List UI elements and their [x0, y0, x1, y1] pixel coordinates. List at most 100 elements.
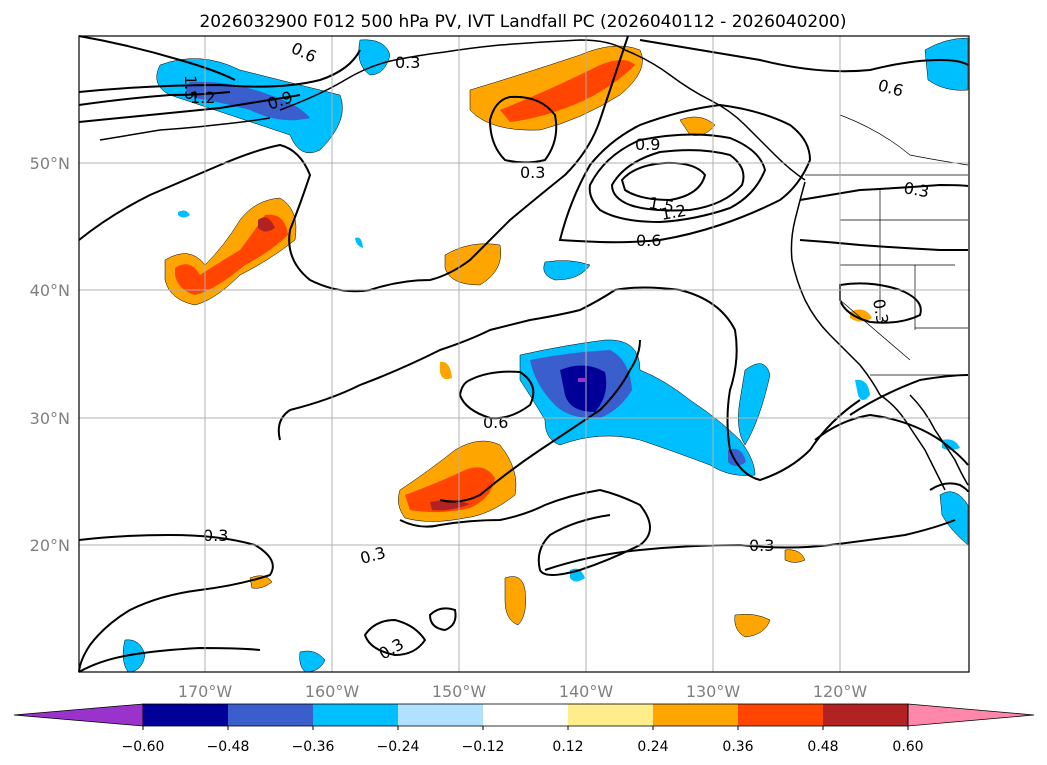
contour-label: 0.3 [520, 163, 545, 182]
colorbar-tick-label: 0.48 [807, 739, 838, 755]
lon-label: 150°W [432, 682, 487, 701]
shading-layer [122, 37, 969, 673]
gridlines [79, 36, 969, 672]
colorbar-segment [738, 704, 823, 726]
colorbar-segment [398, 704, 483, 726]
pos-region-bc [679, 116, 716, 136]
neg-region-sw1 [122, 639, 146, 673]
contour-label: 0.3 [203, 526, 228, 545]
lat-label: 20°N [30, 536, 70, 555]
contour-label: 1.5 [181, 75, 200, 100]
neg-region-gulf-core [186, 81, 310, 121]
contour-center-inner3 [620, 161, 707, 202]
contour-label: 1.2 [190, 88, 215, 107]
coastlines [99, 39, 969, 491]
pos-region-se-lat40 [850, 309, 872, 322]
colorbar-tick-label: 0.60 [892, 739, 923, 755]
contour-central-small [458, 370, 535, 420]
neg-region-small2 [178, 210, 190, 218]
colorbar-segment [143, 704, 228, 726]
neg-region-se-tail [738, 363, 771, 446]
contour-label: 0.3 [395, 53, 420, 72]
contour-east-lower [814, 413, 969, 466]
contour-label: 1.2 [659, 201, 687, 224]
colorbar-tick-label: −0.12 [462, 739, 505, 755]
neg-region-se-dot [728, 448, 746, 466]
coast-baja [879, 394, 946, 491]
contour-center-loop [558, 103, 812, 244]
colorbar-tick-label: 0.36 [722, 739, 753, 755]
lon-label: 160°W [305, 682, 360, 701]
colorbar-tick-label: 0.12 [552, 739, 583, 755]
lat-label: 50°N [30, 154, 70, 173]
contour-center-inner2 [610, 149, 745, 212]
contour-nw-lower [78, 94, 301, 123]
contour-east-upper [799, 183, 969, 201]
neg-region-small4 [855, 379, 870, 400]
coast-aleutians [99, 117, 271, 141]
colorbar-tick-label: 0.24 [637, 739, 668, 755]
colorbar-tick-label: −0.48 [207, 739, 250, 755]
colorbar-tick-label: −0.60 [122, 739, 165, 755]
contour-east-loop [839, 282, 922, 324]
pos-region-south3 [784, 549, 806, 563]
contour-west-low [78, 533, 274, 673]
neg-region-central-tip [578, 378, 585, 382]
contour-central-south [399, 488, 651, 576]
contour-nw-top [78, 35, 236, 81]
contour-sw-loop [363, 618, 427, 657]
lon-label: 130°W [686, 682, 741, 701]
lon-labels: 170°W 160°W 150°W 140°W 130°W 120°W [178, 682, 868, 701]
contour-center-inner1 [588, 133, 767, 224]
neg-region-sw2 [299, 650, 326, 673]
pos-region-west-max [258, 217, 275, 232]
contour-label: 0.6 [483, 413, 508, 432]
pos-region-south2 [734, 613, 771, 638]
neg-region-mid [543, 260, 591, 281]
lon-label: 170°W [178, 682, 233, 701]
contours [78, 35, 969, 673]
neg-region-aleutian [358, 39, 391, 76]
contour-label: 1.5 [647, 193, 675, 216]
contour-east-mid [849, 374, 969, 416]
lat-label: 40°N [30, 281, 70, 300]
colorbar-tick-label: −0.36 [292, 739, 335, 755]
pos-region-small1 [440, 361, 452, 380]
colorbar-outline [142, 703, 909, 727]
colorbar-segment [823, 704, 908, 726]
contour-nw-inner [78, 91, 231, 106]
borders [805, 114, 969, 376]
map-frame [78, 35, 970, 673]
colorbar-extend-high [907, 703, 1035, 727]
pos-region-subtropic-max [430, 500, 470, 511]
lon-label: 140°W [559, 682, 614, 701]
colorbar-tick-label: −0.24 [377, 739, 420, 755]
contour-west-lower [78, 646, 261, 673]
map-title: 2026032900 F012 500 hPa PV, IVT Landfall… [199, 12, 846, 32]
contour-label: 0.6 [636, 231, 661, 250]
lon-label: 120°W [813, 682, 868, 701]
colorbar: −0.60 −0.48 −0.36 −0.24 −0.12 0.12 0.24 0.36 0.4… [13, 703, 1035, 755]
contour-gulf-loop [488, 95, 558, 164]
lat-labels: 50°N 40°N 30°N 20°N [30, 154, 70, 555]
pos-region-south1 [504, 576, 526, 626]
neg-region-ne-corner [924, 37, 969, 91]
lat-label: 30°N [30, 409, 70, 428]
pos-region-subtropic-core [405, 467, 495, 513]
neg-region-central-core [560, 365, 607, 412]
pos-region-west-core [175, 214, 288, 295]
colorbar-segment [483, 704, 568, 726]
contour-east-top [639, 39, 969, 73]
contour-label: 0.3 [869, 297, 892, 325]
contour-label: 0.3 [902, 178, 930, 201]
contour-se-corner [929, 482, 969, 493]
colorbar-segment [313, 704, 398, 726]
colorbar-extend-low [13, 703, 144, 727]
coast-alaska [279, 39, 806, 181]
colorbar-segment [653, 704, 738, 726]
pos-region-ne-band-core [500, 60, 635, 122]
contour-central-diag [439, 339, 641, 503]
border-alaska [839, 114, 969, 166]
contour-sw-small [428, 607, 457, 632]
